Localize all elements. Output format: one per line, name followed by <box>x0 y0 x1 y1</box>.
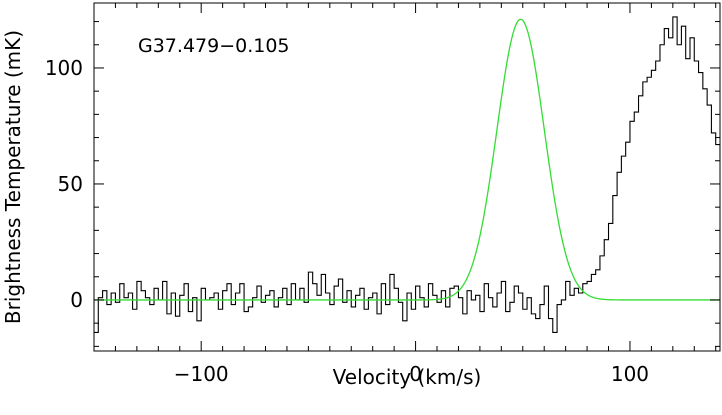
x-tick-label: −100 <box>174 362 229 386</box>
spectrum-histogram-line <box>94 16 720 333</box>
plot-frame <box>93 2 721 352</box>
gaussian-fit-line <box>94 18 720 301</box>
source-label: G37.479−0.105 <box>138 35 290 57</box>
x-tick-label: 100 <box>611 362 649 386</box>
x-axis-label: Velocity (km/s) <box>333 365 482 389</box>
y-tick-label: 100 <box>45 56 83 80</box>
x-tick-label: 0 <box>409 362 422 386</box>
y-axis-label: Brightness Temperature (mK) <box>1 30 25 324</box>
y-tick-label: 0 <box>70 288 83 312</box>
y-tick-label: 50 <box>58 172 83 196</box>
